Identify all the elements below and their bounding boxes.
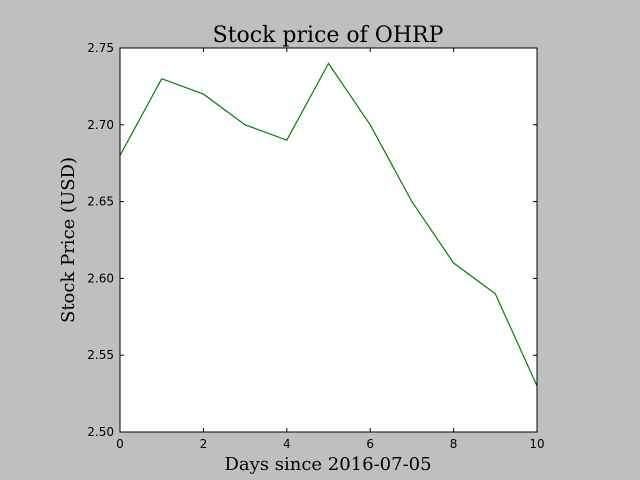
y-axis-label: Stock Price (USD) [58,157,79,323]
y-axis: 2.50 2.55 2.60 2.65 2.70 2.75 [87,41,537,439]
y-tick-label: 2.75 [87,41,114,55]
plot-area [120,48,537,432]
x-axis-label: Days since 2016-07-05 [224,454,431,475]
chart-title: Stock price of OHRP [213,23,444,48]
x-tick-label: 4 [283,437,291,451]
y-tick-label: 2.50 [87,425,114,439]
plot-frame [119,47,538,433]
x-tick-label: 8 [450,437,458,451]
y-tick-label: 2.70 [87,118,114,132]
x-axis: 0 2 4 6 8 10 [116,48,545,451]
y-tick-label: 2.55 [87,348,114,362]
y-tick-label: 2.65 [87,195,114,209]
x-tick-label: 6 [366,437,374,451]
series-layer [119,62,538,387]
x-tick-label: 0 [116,437,124,451]
y-tick-label: 2.60 [87,271,114,285]
x-tick-label: 10 [529,437,544,451]
x-tick-label: 2 [200,437,208,451]
